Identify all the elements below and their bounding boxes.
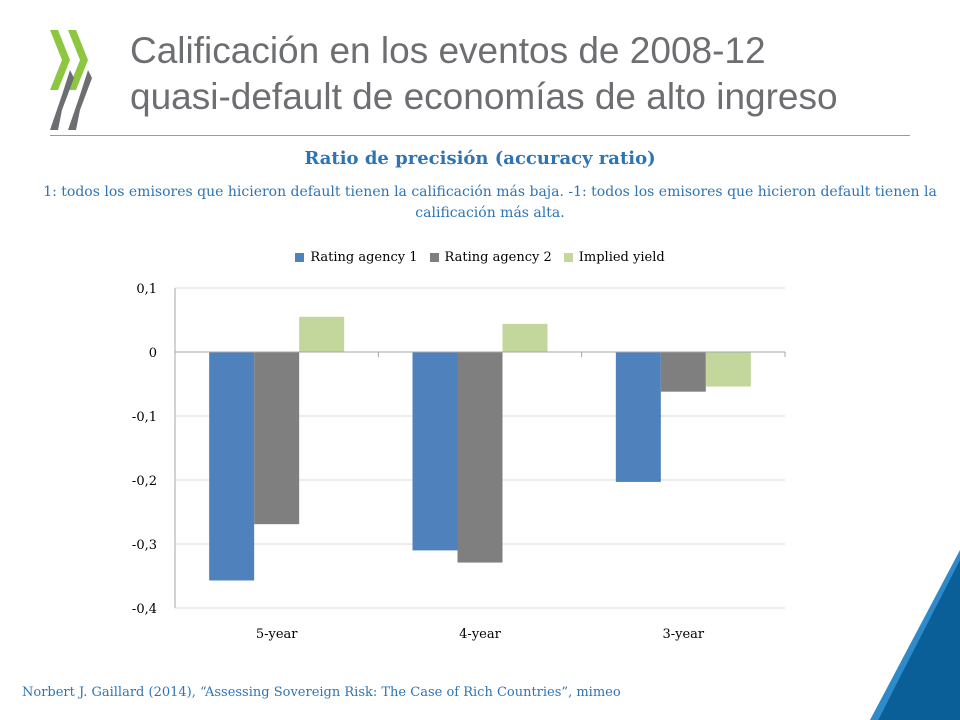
bar-rating-agency-1-4-year	[412, 352, 458, 551]
slide-title-line-1: Calificación en los eventos de 2008-12	[130, 30, 766, 71]
legend-swatch-rating-agency-1	[295, 253, 305, 262]
legend-swatch-rating-agency-2	[429, 253, 439, 262]
logo-grey-chevron-1	[50, 70, 74, 130]
legend-label-rating-agency-1: Rating agency 1	[310, 250, 418, 265]
y-tick-label: -0,4	[132, 602, 157, 617]
legend-label-rating-agency-2: Rating agency 2	[444, 250, 552, 265]
logo-green-chevron-1	[50, 30, 70, 90]
y-tick-label: -0,1	[132, 410, 157, 425]
bar-rating-agency-2-3-year	[660, 352, 706, 392]
legend-item-rating-agency-2: Rating agency 2	[429, 250, 552, 265]
logo-grey-chevron-2	[68, 70, 92, 130]
oecd-logo	[50, 30, 92, 130]
corner-dark-triangle	[878, 560, 960, 720]
bar-rating-agency-2-4-year	[457, 352, 503, 563]
legend-item-rating-agency-1: Rating agency 1	[295, 250, 418, 265]
bar-rating-agency-1-3-year	[615, 352, 661, 482]
x-tick-label: 3-year	[662, 627, 704, 642]
legend-swatch-implied-yield	[563, 253, 573, 262]
y-tick-label: -0,2	[132, 474, 157, 489]
slide-title-line-2: quasi-default de economías de alto ingre…	[130, 76, 838, 117]
legend-label-implied-yield: Implied yield	[578, 250, 665, 265]
x-tick-label: 5-year	[256, 627, 298, 642]
y-tick-label: 0	[149, 346, 157, 361]
bar-implied-yield-4-year	[502, 323, 548, 352]
title-divider	[50, 135, 910, 136]
legend-item-implied-yield: Implied yield	[563, 250, 665, 265]
y-tick-label: -0,3	[132, 538, 157, 553]
corner-light-band	[870, 550, 960, 720]
bar-implied-yield-3-year	[705, 352, 751, 387]
logo-green-chevron-2	[68, 30, 88, 90]
chart-legend: Rating agency 1 Rating agency 2 Implied …	[0, 250, 960, 265]
chart-title: Ratio de precisión (accuracy ratio)	[304, 148, 656, 169]
bar-rating-agency-1-5-year	[209, 352, 255, 581]
bar-implied-yield-5-year	[299, 316, 345, 352]
y-tick-label: 0,1	[136, 282, 157, 297]
bar-rating-agency-2-5-year	[254, 352, 300, 525]
chart-subtitle: 1: todos los emisores que hicieron defau…	[43, 184, 937, 221]
x-tick-label: 4-year	[459, 627, 501, 642]
slide-title: Calificación en los eventos de 2008-12 q…	[130, 28, 950, 120]
corner-decoration	[870, 550, 960, 720]
source-citation: Norbert J. Gaillard (2014), “Assessing S…	[22, 685, 621, 700]
